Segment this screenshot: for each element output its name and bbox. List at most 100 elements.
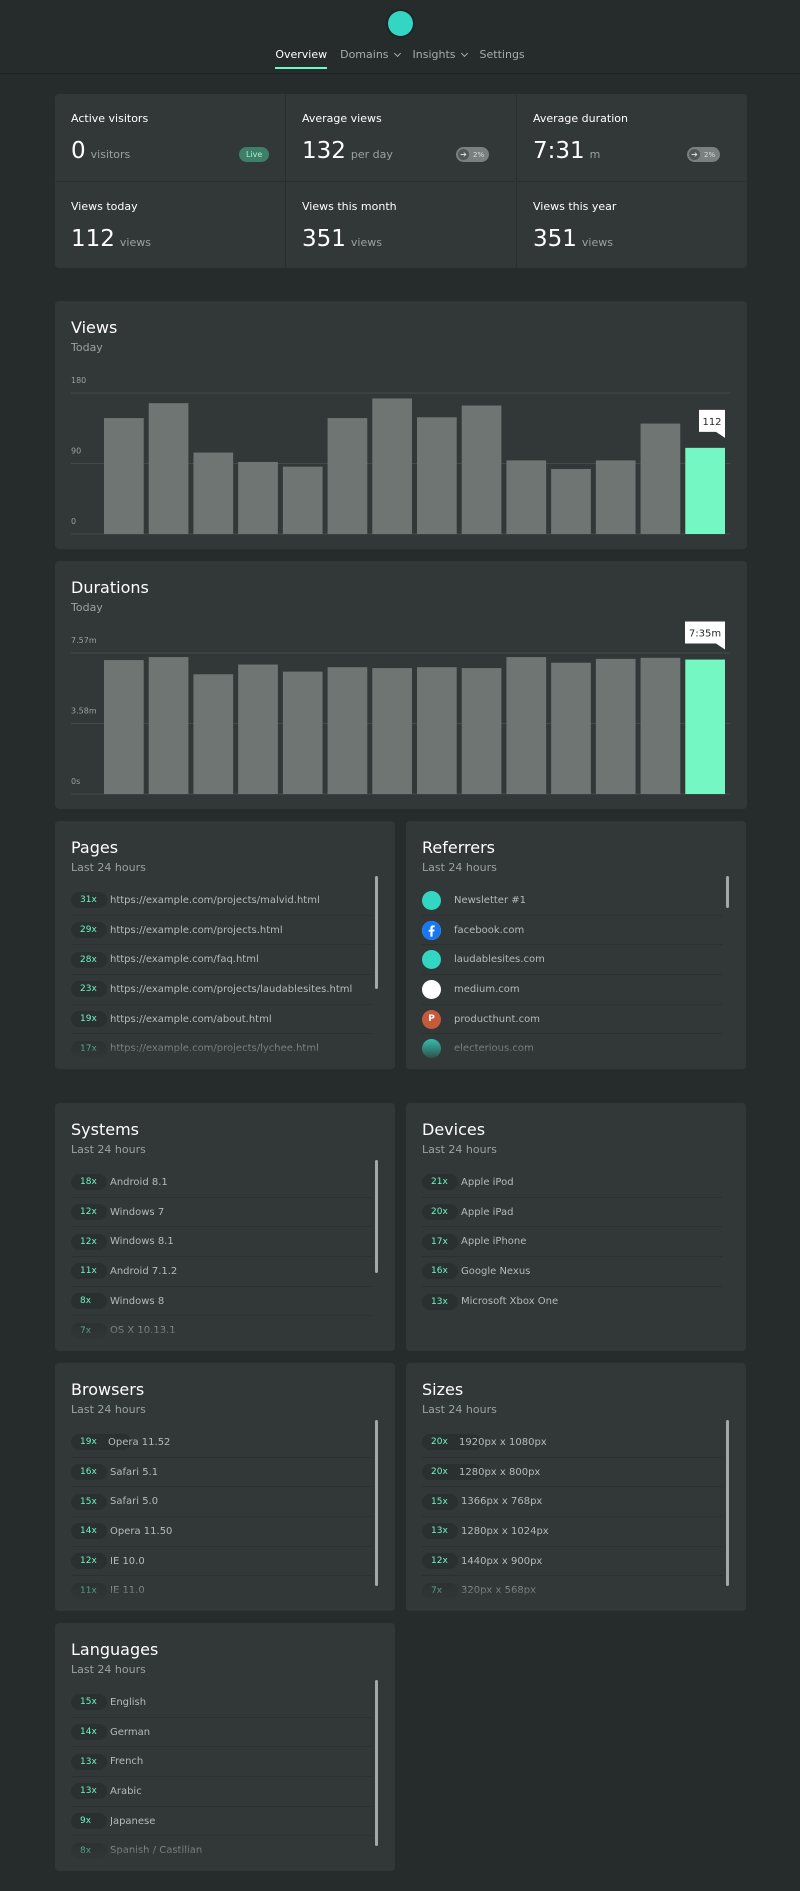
- page-url: https://example.com/projects.html: [110, 924, 283, 936]
- stat-value: 112: [71, 226, 115, 252]
- count-badge: 19x: [71, 1011, 107, 1028]
- list-item[interactable]: 20x 1920px x 1080px: [422, 1428, 722, 1458]
- list-item[interactable]: 8x Spanish / Castilian: [71, 1836, 371, 1867]
- count-badge: 15x: [71, 1694, 107, 1711]
- browsers-title: Browsers: [71, 1380, 145, 1399]
- browsers-scrollbar[interactable]: [375, 1420, 378, 1586]
- list-item[interactable]: 15x 1366px x 768px: [422, 1487, 722, 1518]
- browsers-card: Browsers Last 24 hours 19x Opera 11.52 16…: [55, 1363, 395, 1611]
- languages-list: 15x English 14x German 13x French 13x Arabic…: [71, 1688, 371, 1867]
- chart-bar: [148, 403, 189, 534]
- browser-name: Safari 5.0: [110, 1496, 159, 1508]
- chart-bar: [238, 461, 278, 534]
- y-tick-label: 90: [71, 447, 81, 456]
- systems-card: Systems Last 24 hours 18x Android 8.1 12x…: [55, 1103, 395, 1351]
- page-url: https://example.com/projects/lychee.html: [110, 1043, 319, 1055]
- stat-value-group: 351 views: [533, 226, 613, 252]
- count-badge: 16x: [71, 1464, 107, 1481]
- list-item[interactable]: medium.com: [422, 975, 722, 1005]
- list-item[interactable]: 12x IE 10.0: [71, 1547, 371, 1577]
- top-bar: Overview Domains Insights Settings: [0, 0, 800, 74]
- list-item[interactable]: 9x Japanese: [71, 1807, 371, 1837]
- list-item[interactable]: 11x IE 11.0: [71, 1576, 371, 1607]
- list-item[interactable]: 12x 1440px x 900px: [422, 1547, 722, 1577]
- count-badge: 15x: [71, 1493, 107, 1510]
- count-badge: 12x: [71, 1233, 107, 1250]
- chart-bar: [282, 671, 323, 794]
- stat-label: Average views: [302, 112, 382, 125]
- sizes-scrollbar[interactable]: [726, 1420, 729, 1586]
- list-item[interactable]: electerious.com: [422, 1034, 722, 1065]
- count-badge: 8x: [71, 1842, 107, 1859]
- list-item[interactable]: 13x Microsoft Xbox One: [422, 1287, 722, 1317]
- page-url: https://example.com/projects/malvid.html: [110, 894, 320, 906]
- list-item[interactable]: 16x Google Nexus: [422, 1257, 722, 1287]
- nav-domains[interactable]: Domains: [340, 48, 401, 70]
- device-name: Apple iPad: [461, 1206, 514, 1218]
- list-item[interactable]: 12x Windows 8.1: [71, 1227, 371, 1258]
- list-item[interactable]: facebook.com: [422, 916, 722, 946]
- list-item[interactable]: 7x OS X 10.13.1: [71, 1316, 371, 1347]
- stat-active-visitors: Active visitors 0 visitors Live: [55, 94, 285, 181]
- list-item[interactable]: 20x 1280px x 800px: [422, 1458, 722, 1488]
- nav-settings[interactable]: Settings: [480, 48, 525, 70]
- nav-insights-label: Insights: [412, 48, 456, 61]
- logo[interactable]: [388, 11, 413, 36]
- list-item[interactable]: 29x https://example.com/projects.html: [71, 916, 371, 946]
- list-item[interactable]: 28x https://example.com/faq.html: [71, 945, 371, 976]
- stat-value-group: 7:31 m: [533, 138, 600, 164]
- sizes-list: 20x 1920px x 1080px 20x 1280px x 800px 15x…: [422, 1428, 722, 1607]
- list-item[interactable]: 13x Arabic: [71, 1777, 371, 1807]
- list-item[interactable]: 14x German: [71, 1718, 371, 1748]
- list-item[interactable]: 21x Apple iPod: [422, 1168, 722, 1198]
- chart-bar: [193, 452, 234, 534]
- chart-bar: [282, 466, 323, 534]
- list-item[interactable]: 16x Safari 5.1: [71, 1458, 371, 1488]
- nav-insights[interactable]: Insights: [412, 48, 468, 70]
- list-item[interactable]: laudablesites.com: [422, 945, 722, 976]
- list-item[interactable]: 14x Opera 11.50: [71, 1517, 371, 1547]
- stat-value-group: 112 views: [71, 226, 151, 252]
- system-name: Windows 8.1: [110, 1236, 174, 1248]
- system-name: Windows 7: [110, 1206, 165, 1218]
- list-item[interactable]: 13x French: [71, 1747, 371, 1778]
- list-item[interactable]: 15x Safari 5.0: [71, 1487, 371, 1518]
- referrers-scrollbar[interactable]: [726, 876, 729, 908]
- count-badge: 7x: [422, 1582, 458, 1599]
- list-item[interactable]: 19x Opera 11.52: [71, 1428, 371, 1458]
- systems-scrollbar[interactable]: [375, 1160, 378, 1273]
- count-badge: 11x: [71, 1263, 107, 1280]
- list-item[interactable]: 23x https://example.com/projects/laudable…: [71, 975, 371, 1005]
- pages-title: Pages: [71, 838, 119, 857]
- list-item[interactable]: 11x Android 7.1.2: [71, 1257, 371, 1287]
- stat-unit: m: [589, 148, 601, 161]
- durations-chart-card: Durations Today 7.57m 3.58m 0s 7:35m: [55, 561, 747, 809]
- languages-title: Languages: [71, 1640, 159, 1659]
- list-item[interactable]: 20x Apple iPad: [422, 1198, 722, 1228]
- chart-bar: [551, 468, 591, 534]
- nav-overview[interactable]: Overview: [275, 48, 327, 70]
- pages-scrollbar[interactable]: [375, 876, 378, 989]
- tooltip-value: 7:35m: [689, 629, 721, 640]
- languages-scrollbar[interactable]: [375, 1680, 378, 1846]
- list-item[interactable]: Newsletter #1: [422, 886, 722, 916]
- stat-views-today: Views today 112 views: [55, 181, 285, 268]
- count-badge: 14x: [71, 1523, 107, 1540]
- list-item[interactable]: 7x 320px x 568px: [422, 1576, 722, 1607]
- list-item[interactable]: 17x https://example.com/projects/lychee.h…: [71, 1034, 371, 1065]
- device-name: Apple iPhone: [461, 1236, 527, 1248]
- list-item[interactable]: 15x English: [71, 1688, 371, 1718]
- stat-label: Views this year: [533, 200, 617, 213]
- list-item[interactable]: 18x Android 8.1: [71, 1168, 371, 1198]
- size-value: 1280px x 800px: [459, 1466, 541, 1478]
- list-item[interactable]: 31x https://example.com/projects/malvid.h…: [71, 886, 371, 916]
- stat-value-group: 351 views: [302, 226, 382, 252]
- browsers-list: 19x Opera 11.52 16x Safari 5.1 15x Safari 5…: [71, 1428, 371, 1607]
- list-item[interactable]: 19x https://example.com/about.html: [71, 1005, 371, 1035]
- list-item[interactable]: 12x Windows 7: [71, 1198, 371, 1228]
- bar-tooltip: 112: [699, 409, 725, 438]
- list-item[interactable]: 13x 1280px x 1024px: [422, 1517, 722, 1547]
- list-item[interactable]: 8x Windows 8: [71, 1287, 371, 1317]
- list-item[interactable]: 17x Apple iPhone: [422, 1227, 722, 1258]
